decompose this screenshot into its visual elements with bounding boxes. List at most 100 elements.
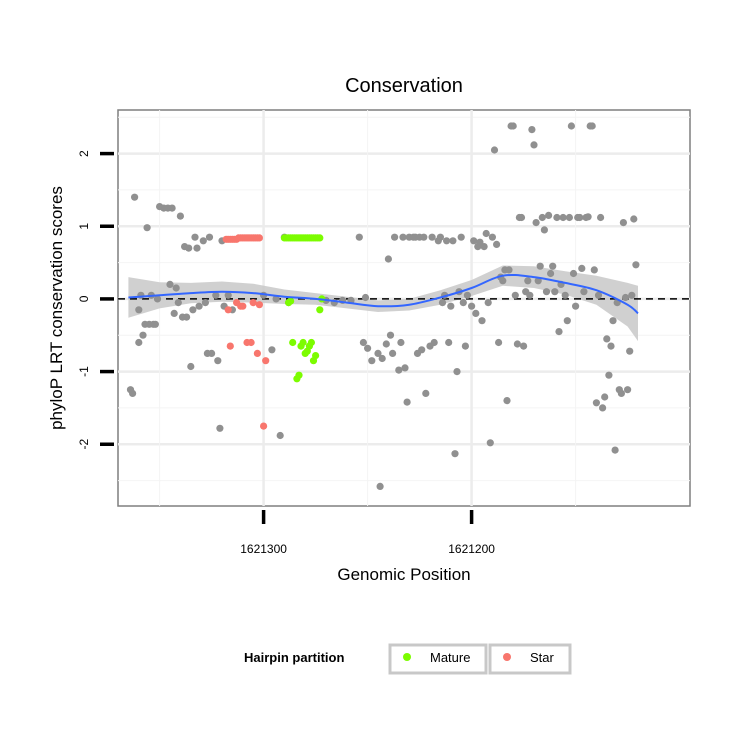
data-point	[520, 342, 528, 350]
data-point	[129, 389, 137, 397]
data-point	[436, 233, 444, 241]
data-point	[368, 357, 376, 365]
data-point	[472, 309, 480, 317]
data-point-mature	[312, 352, 320, 360]
data-point	[592, 399, 601, 407]
data-point	[216, 424, 224, 432]
data-point	[480, 243, 488, 251]
data-point	[503, 397, 511, 405]
data-point	[374, 349, 382, 357]
data-point	[555, 328, 563, 336]
data-point	[449, 237, 457, 245]
data-point	[569, 269, 578, 278]
data-point	[359, 338, 367, 347]
data-point	[528, 126, 536, 134]
data-point	[617, 389, 626, 397]
data-point	[470, 237, 478, 245]
data-point	[391, 233, 399, 241]
data-point	[567, 122, 576, 130]
data-point	[549, 262, 557, 270]
data-point	[378, 354, 386, 363]
data-point	[183, 313, 191, 321]
data-point	[530, 141, 538, 149]
data-point	[599, 404, 607, 412]
data-point	[597, 213, 605, 222]
data-point-star	[224, 306, 232, 314]
data-point-mature	[299, 338, 307, 347]
data-point	[580, 288, 588, 296]
data-point	[176, 212, 184, 220]
data-point-mature	[316, 234, 324, 242]
data-point	[418, 346, 426, 354]
data-point	[151, 320, 159, 328]
data-point	[621, 293, 630, 302]
smooth-ribbon-layer	[128, 265, 638, 342]
data-point-star	[249, 299, 257, 307]
data-point	[526, 291, 534, 299]
legend-label-star: Star	[530, 650, 555, 665]
data-point	[626, 347, 634, 355]
data-point	[355, 233, 363, 241]
data-point	[397, 338, 405, 347]
legend-key-mature	[403, 653, 411, 661]
y-tick-label: -2	[77, 439, 91, 450]
y-tick-label: -1	[77, 366, 91, 377]
data-point	[505, 266, 513, 274]
legend-label-mature: Mature	[430, 650, 470, 665]
data-point	[630, 215, 638, 223]
data-point	[486, 439, 494, 447]
x-tick-label: 1621200	[448, 542, 495, 556]
data-point-star	[255, 301, 263, 309]
data-point-mature	[287, 297, 295, 305]
data-point	[609, 317, 617, 325]
data-point	[565, 213, 574, 222]
chart-title: Conservation	[345, 75, 463, 97]
data-point	[457, 233, 465, 241]
data-point	[484, 299, 492, 307]
data-point	[468, 302, 476, 310]
data-point	[513, 340, 522, 348]
data-point	[443, 237, 451, 245]
data-point	[428, 233, 436, 241]
data-point	[584, 213, 592, 221]
data-point	[453, 368, 461, 376]
data-point	[509, 122, 517, 130]
data-point	[545, 211, 553, 219]
data-point	[430, 338, 438, 347]
data-point-star	[260, 422, 268, 430]
data-point	[386, 331, 395, 339]
data-point	[478, 317, 486, 325]
data-point	[619, 219, 628, 227]
data-point	[131, 193, 139, 201]
data-point	[517, 213, 526, 222]
data-point	[447, 302, 455, 310]
data-point	[276, 431, 284, 440]
data-point	[189, 306, 197, 314]
data-point-mature	[295, 371, 303, 379]
legend-item-star	[488, 643, 572, 675]
data-point-mature	[307, 338, 315, 347]
data-point	[199, 237, 207, 245]
smooth-confidence-band	[128, 265, 638, 342]
data-point	[212, 291, 220, 299]
data-point	[168, 204, 176, 212]
data-point	[139, 331, 147, 339]
smooth-line-layer	[128, 273, 639, 315]
data-point	[601, 393, 609, 401]
x-tick-label: 1621300	[240, 542, 287, 556]
data-point	[536, 262, 544, 270]
data-point	[174, 299, 182, 307]
data-point	[572, 302, 580, 310]
data-point	[588, 122, 596, 130]
data-point	[553, 213, 561, 222]
data-point	[137, 291, 145, 299]
data-point	[459, 299, 467, 307]
legend-item-mature	[388, 643, 488, 675]
legend-key-star	[503, 653, 511, 661]
data-point-star	[247, 338, 255, 347]
data-point	[438, 299, 447, 307]
data-point	[607, 342, 615, 350]
data-point	[205, 233, 214, 241]
